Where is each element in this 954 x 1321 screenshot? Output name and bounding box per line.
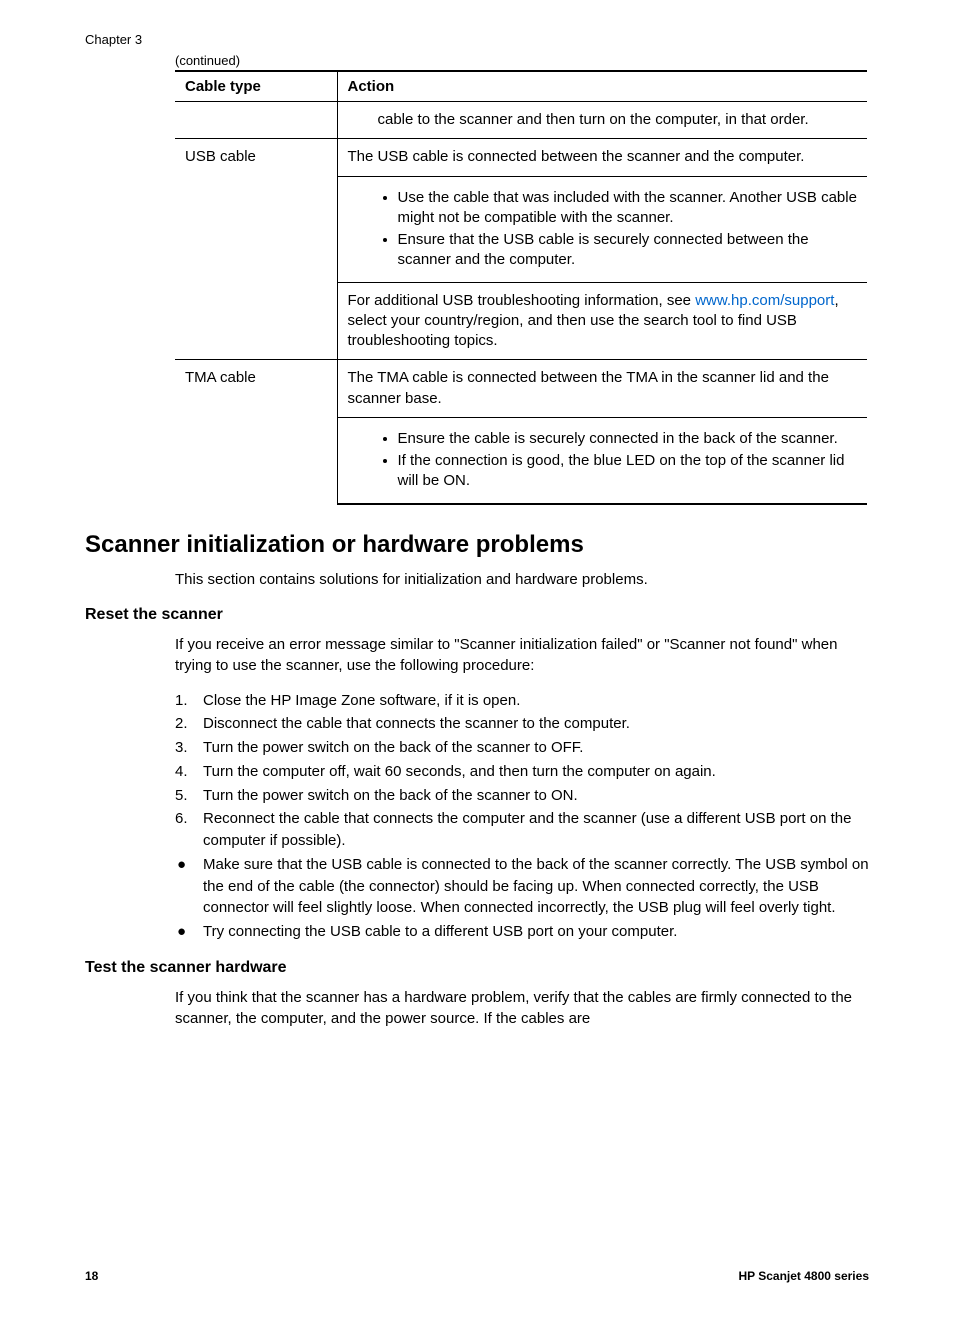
page-number: 18: [85, 1269, 98, 1283]
step-text: Reconnect the cable that connects the co…: [203, 810, 851, 849]
step-number: 1.: [175, 690, 188, 712]
product-name: HP Scanjet 4800 series: [738, 1269, 869, 1283]
cable-table: Cable type Action cable to the scanner a…: [175, 70, 867, 505]
reset-intro: If you receive an error message similar …: [175, 634, 869, 676]
chapter-label: Chapter 3: [85, 32, 869, 47]
list-item: 4.Turn the computer off, wait 60 seconds…: [203, 761, 869, 783]
table-cell-type: [175, 102, 337, 139]
section-intro: This section contains solutions for init…: [175, 569, 869, 590]
subsection-heading-test: Test the scanner hardware: [85, 959, 869, 977]
table-cell-action: Ensure the cable is securely connected i…: [337, 417, 867, 503]
table-header-type: Cable type: [175, 71, 337, 102]
list-item: 2.Disconnect the cable that connects the…: [203, 713, 869, 735]
page-footer: 18 HP Scanjet 4800 series: [85, 1269, 869, 1283]
list-item: ●Make sure that the USB cable is connect…: [203, 854, 869, 919]
step-number: 4.: [175, 761, 188, 783]
table-row2-outro-pre: For additional USB troubleshooting infor…: [348, 292, 696, 309]
table-row2-bullet: Use the cable that was included with the…: [398, 188, 858, 229]
reset-steps: 1. Close the HP Image Zone software, if i…: [175, 690, 869, 852]
bullet-text: Try connecting the USB cable to a differ…: [203, 923, 677, 940]
table-cell-type: USB cable: [175, 139, 337, 360]
list-item: 6.Reconnect the cable that connects the …: [203, 808, 869, 852]
table-row2-bullet: Ensure that the USB cable is securely co…: [398, 230, 858, 271]
step-text: Turn the computer off, wait 60 seconds, …: [203, 763, 716, 780]
table-cell-action: cable to the scanner and then turn on th…: [337, 102, 867, 139]
step-text: Disconnect the cable that connects the s…: [203, 715, 630, 732]
reset-notes: ● Make sure that the USB cable is connect…: [175, 854, 869, 943]
table-cell-action: The TMA cable is connected between the T…: [337, 360, 867, 418]
continued-label: (continued): [175, 53, 869, 68]
hp-support-link[interactable]: www.hp.com/support: [695, 292, 834, 309]
table-row1-text: cable to the scanner and then turn on th…: [348, 110, 858, 130]
list-item: 5.Turn the power switch on the back of t…: [203, 785, 869, 807]
test-intro: If you think that the scanner has a hard…: [175, 987, 869, 1029]
step-text: Close the HP Image Zone software, if it …: [203, 692, 520, 709]
table-cell-action: Use the cable that was included with the…: [337, 176, 867, 282]
table-cell-action: For additional USB troubleshooting infor…: [337, 282, 867, 360]
table-cell-type: TMA cable: [175, 360, 337, 504]
list-item: 3.Turn the power switch on the back of t…: [203, 737, 869, 759]
step-text: Turn the power switch on the back of the…: [203, 787, 578, 804]
table-row3-bullet: If the connection is good, the blue LED …: [398, 451, 858, 492]
subsection-heading-reset: Reset the scanner: [85, 606, 869, 624]
bullet-text: Make sure that the USB cable is connecte…: [203, 856, 869, 917]
list-item: 1.Close the HP Image Zone software, if i…: [203, 690, 869, 712]
bullet-dot: ●: [177, 854, 186, 876]
table-cell-action: The USB cable is connected between the s…: [337, 139, 867, 176]
bullet-dot: ●: [177, 921, 186, 943]
step-number: 6.: [175, 808, 188, 830]
step-number: 3.: [175, 737, 188, 759]
section-heading-initialization: Scanner initialization or hardware probl…: [85, 531, 869, 559]
table-row3-bullet: Ensure the cable is securely connected i…: [398, 429, 858, 449]
step-number: 5.: [175, 785, 188, 807]
table-header-action: Action: [337, 71, 867, 102]
step-text: Turn the power switch on the back of the…: [203, 739, 583, 756]
list-item: ●Try connecting the USB cable to a diffe…: [203, 921, 869, 943]
step-number: 2.: [175, 713, 188, 735]
